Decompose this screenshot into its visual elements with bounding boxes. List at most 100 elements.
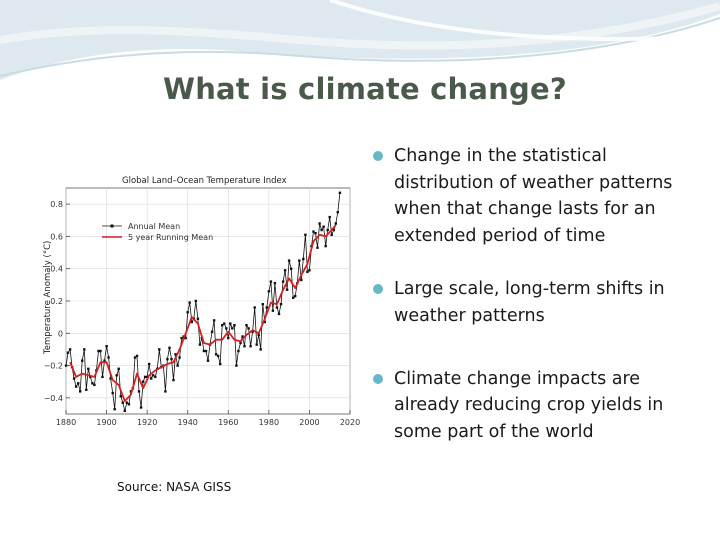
legend-label-running: 5 year Running Mean xyxy=(128,233,213,242)
bullet-dot-icon xyxy=(373,373,383,384)
annual-mean-point xyxy=(247,327,250,330)
x-tick-label: 2020 xyxy=(340,418,360,427)
annual-mean-point xyxy=(283,269,287,272)
annual-mean-point xyxy=(279,303,283,306)
annual-mean-point xyxy=(216,354,220,358)
annual-mean-point xyxy=(265,306,268,309)
chart-title: Global Land–Ocean Temperature Index xyxy=(122,176,287,186)
annual-mean-point xyxy=(103,359,106,362)
annual-mean-point xyxy=(304,233,307,236)
annual-mean-point xyxy=(261,303,264,306)
annual-mean-point xyxy=(336,211,339,214)
annual-mean-point xyxy=(300,278,303,282)
annual-mean-point xyxy=(168,346,171,349)
annual-mean-point xyxy=(221,324,224,327)
bullet-dot-icon xyxy=(373,151,383,161)
annual-mean-point xyxy=(243,345,246,348)
annual-mean-point xyxy=(267,290,271,293)
y-tick-label: −0.4 xyxy=(44,394,63,403)
annual-mean-point xyxy=(316,246,319,249)
annual-mean-point xyxy=(314,232,317,235)
annual-mean-point xyxy=(235,364,238,367)
annual-mean-point xyxy=(277,312,281,316)
annual-mean-point xyxy=(206,359,210,362)
annual-mean-point xyxy=(154,375,157,379)
annual-mean-point xyxy=(251,330,254,333)
y-tick-label: 0.2 xyxy=(50,297,63,306)
annual-mean-point xyxy=(79,390,82,393)
annual-mean-point xyxy=(281,280,285,283)
annual-mean-point xyxy=(170,357,173,361)
annual-mean-point xyxy=(227,336,230,340)
annual-mean-point xyxy=(172,378,175,382)
y-tick-labels: −0.4 −0.2 0 0.2 0.4 0.6 0.8 xyxy=(44,200,63,403)
slide-title: What is climate change? xyxy=(163,72,567,106)
annual-mean-point xyxy=(117,367,120,370)
annual-mean-point xyxy=(107,356,110,359)
annual-mean-point xyxy=(245,324,248,327)
annual-mean-point xyxy=(99,349,102,353)
annual-mean-point xyxy=(194,299,197,303)
annual-mean-point xyxy=(287,259,291,262)
annual-mean-point xyxy=(178,356,181,359)
annual-mean-point xyxy=(123,409,126,412)
annual-mean-point xyxy=(188,301,191,304)
annual-mean-point xyxy=(223,322,226,325)
y-tick-label: −0.2 xyxy=(44,362,63,371)
annual-mean-point xyxy=(225,327,228,330)
annual-mean-point xyxy=(145,375,149,379)
annual-mean-point xyxy=(290,267,293,270)
temperature-chart: Global Land–Ocean Temperature Index Temp… xyxy=(40,166,362,434)
annual-mean-point xyxy=(298,259,301,262)
running-mean-line xyxy=(69,224,337,403)
x-tick-label: 1880 xyxy=(56,418,76,427)
y-tick-label: 0.8 xyxy=(50,200,63,209)
annual-mean-point xyxy=(328,215,331,219)
annual-mean-point xyxy=(186,311,189,314)
annual-mean-point xyxy=(306,270,309,274)
x-tick-label: 1900 xyxy=(96,418,116,427)
annual-mean-point xyxy=(249,345,252,348)
annual-mean-point xyxy=(324,244,327,248)
x-tick-label: 1980 xyxy=(259,418,279,427)
annual-mean-point xyxy=(322,225,325,228)
legend: Annual Mean 5 year Running Mean xyxy=(102,222,213,242)
annual-mean-point xyxy=(158,348,161,351)
annual-mean-point xyxy=(229,322,232,325)
annual-mean-point xyxy=(77,382,80,385)
annual-mean-point xyxy=(332,228,335,232)
annual-mean-point xyxy=(212,319,216,322)
annual-mean-point xyxy=(148,362,151,366)
annual-mean-point xyxy=(237,349,240,353)
annual-mean-point xyxy=(180,336,183,340)
x-tick-labels: 1880 1900 1920 1940 1960 1980 2000 2020 xyxy=(56,418,360,427)
annual-mean-point xyxy=(115,374,118,377)
annual-mean-point xyxy=(190,320,193,324)
annual-mean-point xyxy=(166,357,169,361)
annual-mean-point xyxy=(318,222,321,225)
annual-mean-point xyxy=(231,327,234,330)
annual-mean-point xyxy=(64,364,68,367)
annual-mean-point xyxy=(330,233,333,236)
x-tick-label: 1960 xyxy=(218,418,238,427)
bullet-text: Climate change impacts are already reduc… xyxy=(394,368,664,442)
header-wave-decoration xyxy=(0,0,720,80)
annual-mean-point xyxy=(109,377,112,380)
annual-mean-point xyxy=(66,351,70,354)
x-tick-label: 1920 xyxy=(137,418,157,427)
annual-mean-point xyxy=(68,348,72,351)
annual-mean-point xyxy=(239,341,242,345)
annual-mean-point xyxy=(334,222,337,225)
annual-mean-point xyxy=(176,364,179,367)
annual-mean-point xyxy=(294,295,297,298)
legend-label-annual: Annual Mean xyxy=(128,222,180,231)
bullet-dot-icon xyxy=(373,284,383,295)
bullet-item: Change in the statistical distribution o… xyxy=(372,143,692,249)
annual-mean-point xyxy=(263,320,266,324)
y-tick-label: 0 xyxy=(58,329,63,338)
annual-mean-point xyxy=(133,356,137,359)
y-tick-label: 0.4 xyxy=(50,265,63,274)
annual-mean-point xyxy=(241,335,244,338)
annual-mean-point xyxy=(184,336,187,340)
annual-mean-point xyxy=(338,191,342,194)
